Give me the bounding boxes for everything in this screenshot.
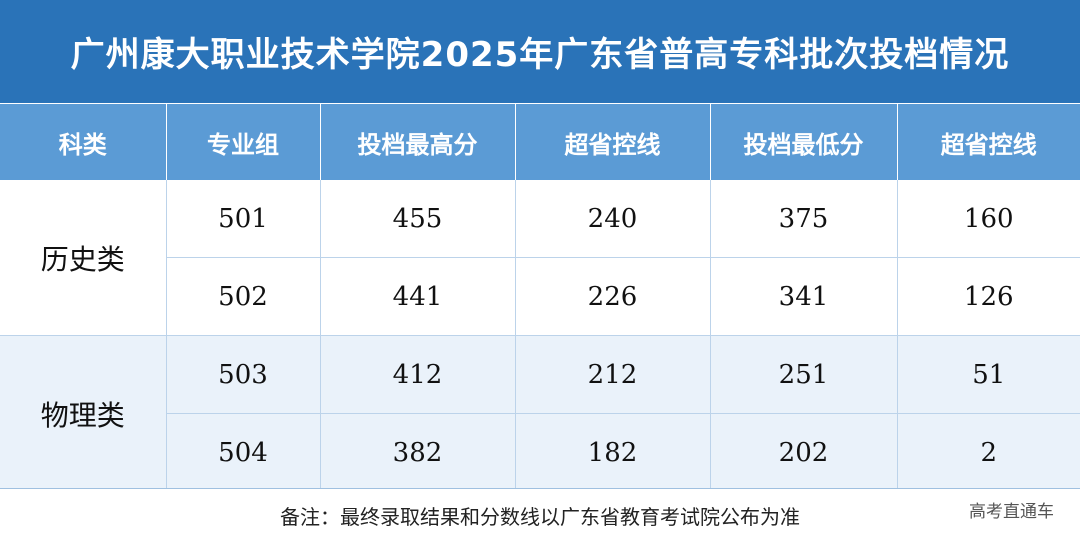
table-cell: 2	[897, 413, 1080, 492]
table-cell: 126	[897, 257, 1080, 336]
table-cell: 412	[320, 335, 516, 414]
table-cell: 375	[710, 180, 898, 258]
table-cell: 455	[320, 180, 516, 258]
header-min-over-line: 超省控线	[897, 104, 1080, 180]
table-cell: 212	[515, 335, 711, 414]
footnote-bar: 备注：最终录取结果和分数线以广东省教育考试院公布为准 高考直通车	[0, 488, 1080, 538]
table-row: 504 382 182 202 2	[0, 413, 1080, 492]
table-cell: 382	[320, 413, 516, 492]
table-cell: 182	[515, 413, 711, 492]
table-row: 502 441 226 341 126	[0, 257, 1080, 336]
watermark: 高考直通车	[969, 502, 1054, 522]
header-major-group: 专业组	[166, 104, 321, 180]
header-category: 科类	[0, 104, 167, 180]
table-cell: 441	[320, 257, 516, 336]
table-header-row: 科类 专业组 投档最高分 超省控线 投档最低分 超省控线	[0, 104, 1080, 180]
header-min-score: 投档最低分	[710, 104, 898, 180]
table-cell: 341	[710, 257, 898, 336]
table-row: 物理类 503 412 212 251 51	[0, 335, 1080, 492]
table-cell: 502	[166, 257, 321, 336]
table-cell: 503	[166, 335, 321, 414]
footnote-text: 备注：最终录取结果和分数线以广东省教育考试院公布为准	[280, 505, 800, 529]
category-cell: 历史类	[0, 180, 167, 336]
table-row: 历史类 501 455 240 375 160	[0, 180, 1080, 336]
table-cell: 202	[710, 413, 898, 492]
table-cell: 160	[897, 180, 1080, 258]
table-cell: 240	[515, 180, 711, 258]
table-cell: 501	[166, 180, 321, 258]
table-cell: 251	[710, 335, 898, 414]
table-cell: 226	[515, 257, 711, 336]
table-cell: 51	[897, 335, 1080, 414]
page-title: 广州康大职业技术学院2025年广东省普高专科批次投档情况	[0, 0, 1080, 105]
header-max-score: 投档最高分	[320, 104, 516, 180]
table-cell: 504	[166, 413, 321, 492]
header-max-over-line: 超省控线	[515, 104, 711, 180]
category-cell: 物理类	[0, 335, 167, 492]
admission-table: 科类 专业组 投档最高分 超省控线 投档最低分 超省控线 历史类 501 455…	[0, 104, 1080, 492]
